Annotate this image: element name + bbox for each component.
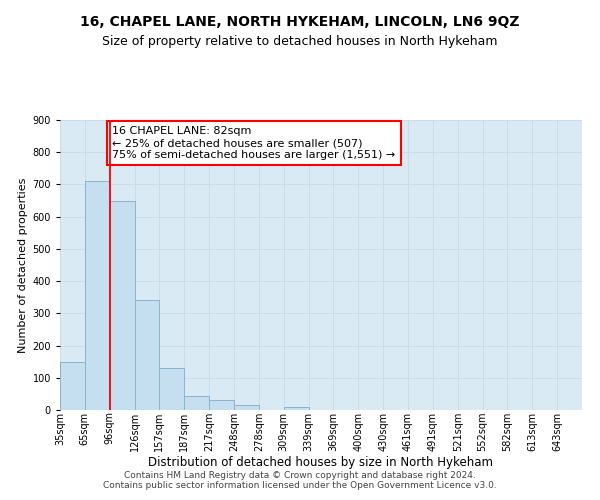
Bar	[184, 396, 209, 410]
Text: Size of property relative to detached houses in North Hykeham: Size of property relative to detached ho…	[102, 35, 498, 48]
Bar	[134, 300, 160, 410]
Bar	[234, 405, 259, 410]
Text: 16 CHAPEL LANE: 82sqm
← 25% of detached houses are smaller (507)
75% of semi-det: 16 CHAPEL LANE: 82sqm ← 25% of detached …	[112, 126, 395, 160]
Bar	[284, 407, 308, 410]
Bar	[209, 400, 234, 410]
Y-axis label: Number of detached properties: Number of detached properties	[19, 178, 28, 352]
Bar	[85, 181, 110, 410]
Bar	[110, 200, 134, 410]
Bar	[60, 362, 85, 410]
Bar	[160, 368, 184, 410]
X-axis label: Distribution of detached houses by size in North Hykeham: Distribution of detached houses by size …	[149, 456, 493, 469]
Text: 16, CHAPEL LANE, NORTH HYKEHAM, LINCOLN, LN6 9QZ: 16, CHAPEL LANE, NORTH HYKEHAM, LINCOLN,…	[80, 15, 520, 29]
Text: Contains HM Land Registry data © Crown copyright and database right 2024.
Contai: Contains HM Land Registry data © Crown c…	[103, 470, 497, 490]
